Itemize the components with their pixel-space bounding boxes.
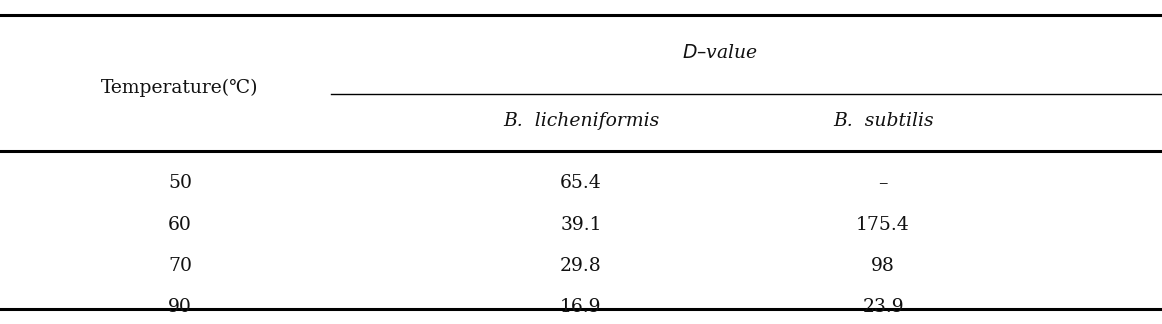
Text: B.  subtilis: B. subtilis	[833, 112, 933, 131]
Text: 65.4: 65.4	[560, 174, 602, 192]
Text: –: –	[878, 174, 888, 192]
Text: 98: 98	[872, 257, 895, 275]
Text: Temperature(℃): Temperature(℃)	[101, 78, 259, 97]
Text: 50: 50	[168, 174, 192, 192]
Text: B.  licheniformis: B. licheniformis	[503, 112, 659, 131]
Text: 29.8: 29.8	[560, 257, 602, 275]
Text: 60: 60	[168, 215, 192, 234]
Text: 90: 90	[168, 298, 192, 317]
Text: 16.9: 16.9	[560, 298, 602, 317]
Text: $D$–value: $D$–value	[682, 44, 759, 63]
Text: 39.1: 39.1	[560, 215, 602, 234]
Text: 23.9: 23.9	[862, 298, 904, 317]
Text: 175.4: 175.4	[856, 215, 910, 234]
Text: 70: 70	[168, 257, 192, 275]
